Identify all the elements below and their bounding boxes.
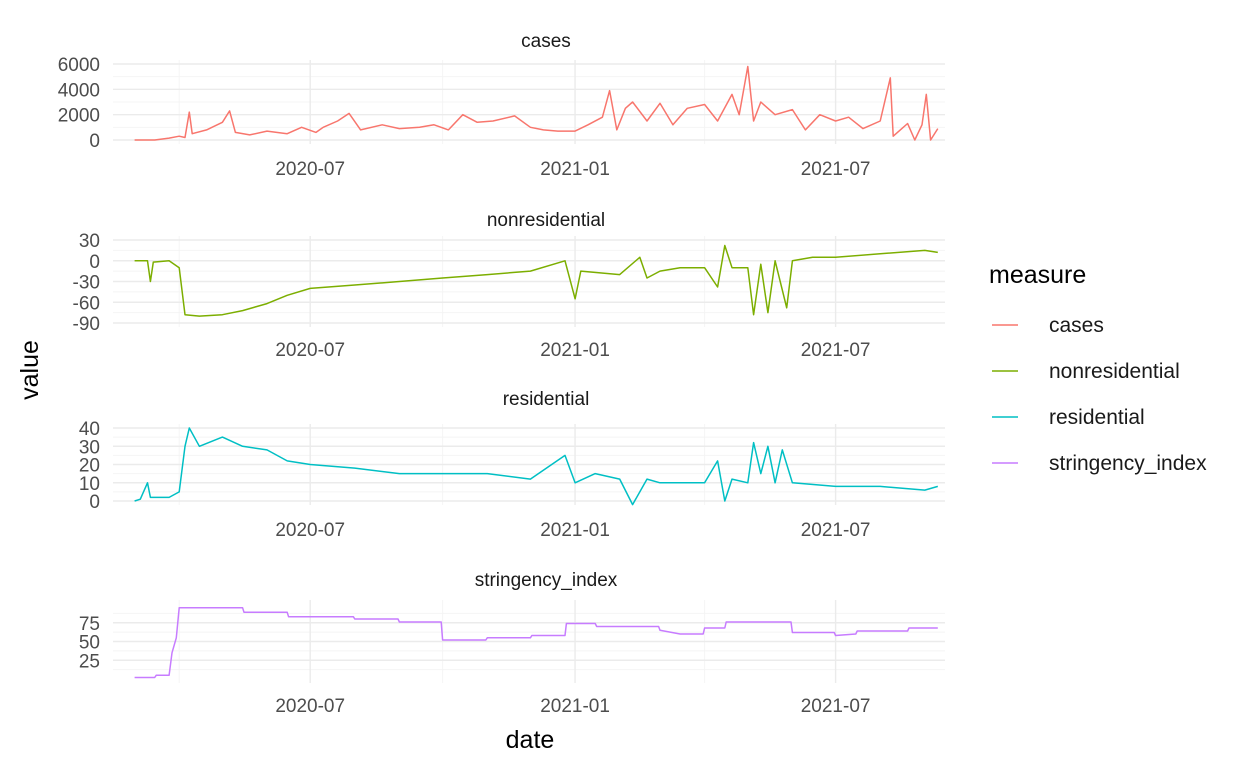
x-tick-label: 2021-01 <box>540 340 610 361</box>
legend-label: residential <box>1049 406 1145 429</box>
y-tick-label: 4000 <box>58 80 100 101</box>
y-tick-label: 10 <box>79 474 100 495</box>
x-tick-label: 2020-07 <box>275 520 345 541</box>
series-line-nonresidential <box>134 244 938 317</box>
x-tick-label: 2020-07 <box>275 159 345 180</box>
y-tick-label: 0 <box>89 252 100 273</box>
legend-label: nonresidential <box>1049 360 1180 383</box>
y-tick-label: 50 <box>79 633 100 654</box>
panel-cases: cases 0 2000 4000 6000 2020-07 2021-01 2021-07 <box>58 31 945 180</box>
panel-title: cases <box>521 31 571 52</box>
legend-title: measure <box>989 261 1086 289</box>
x-tick-label: 2021-01 <box>540 696 610 717</box>
y-tick-label: 6000 <box>58 55 100 76</box>
x-tick-label: 2021-01 <box>540 159 610 180</box>
panel-title: residential <box>503 389 590 410</box>
y-tick-label: 0 <box>89 492 100 513</box>
y-tick-label: 0 <box>89 131 100 152</box>
x-tick-label: 2021-01 <box>540 520 610 541</box>
y-tick-label: 2000 <box>58 106 100 127</box>
y-tick-label: 20 <box>79 456 100 477</box>
y-tick-label: -30 <box>73 273 100 294</box>
y-tick-label: -90 <box>73 314 100 335</box>
x-tick-label: 2021-07 <box>801 696 871 717</box>
x-tick-label: 2020-07 <box>275 696 345 717</box>
y-axis-title: value <box>16 340 44 400</box>
series-line-residential <box>134 427 939 506</box>
x-axis-title: date <box>506 726 555 754</box>
x-tick-label: 2021-07 <box>801 340 871 361</box>
y-tick-label: 25 <box>79 651 100 672</box>
x-tick-label: 2021-07 <box>801 520 871 541</box>
panel-title: stringency_index <box>475 570 618 591</box>
legend-label: cases <box>1049 314 1104 337</box>
series-line-stringency-index <box>134 607 938 679</box>
y-tick-label: 30 <box>79 437 100 458</box>
series-line-cases <box>134 65 939 141</box>
y-tick-label: -60 <box>73 293 100 314</box>
y-tick-label: 40 <box>79 419 100 440</box>
x-tick-label: 2021-07 <box>801 159 871 180</box>
legend-label: stringency_index <box>1049 452 1207 475</box>
x-tick-label: 2020-07 <box>275 340 345 361</box>
panel-title: nonresidential <box>487 210 605 231</box>
y-tick-label: 75 <box>79 614 100 635</box>
legend: measure cases nonresidential residential str… <box>989 261 1207 475</box>
y-tick-label: 30 <box>79 231 100 252</box>
